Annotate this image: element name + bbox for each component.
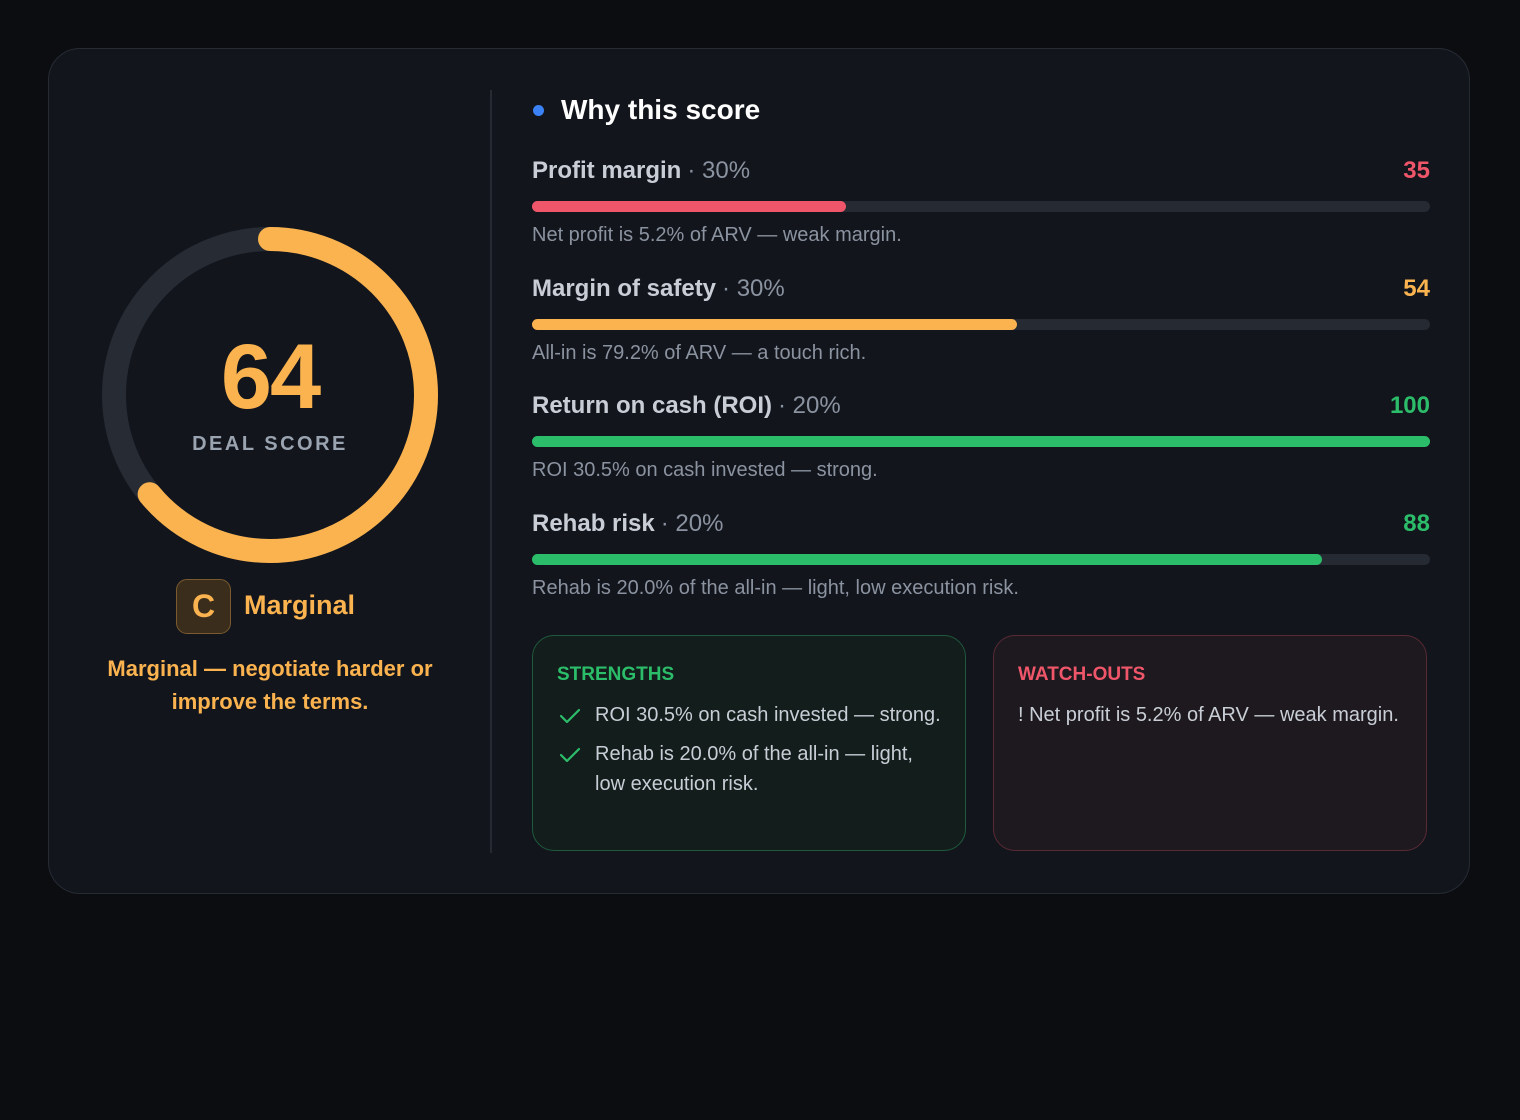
factor-score: 88: [1403, 509, 1430, 537]
factor-weight: · 30%: [687, 157, 751, 184]
bar-track: [532, 553, 1430, 565]
bar-track: [532, 436, 1430, 447]
factor-note: Net profit is 5.2% of ARV — weak margin.: [532, 224, 902, 246]
divider: [490, 90, 492, 853]
factor-label: Profit margin · 30%: [532, 157, 750, 185]
strengths-title: STRENGTHS: [557, 664, 675, 685]
grade-badge: C: [176, 579, 231, 634]
score-value: 64: [220, 326, 321, 428]
strength-item: ROI 30.5% on cash invested — strong.: [557, 700, 941, 730]
factor-name: Profit margin: [532, 157, 682, 184]
check-path: [559, 708, 581, 724]
factor-score: 54: [1403, 274, 1430, 302]
title-dot: [533, 105, 544, 116]
factor-score: 100: [1389, 392, 1430, 419]
bar-track: [532, 201, 1430, 212]
check-icon: [559, 747, 581, 763]
factor-score: 35: [1403, 157, 1430, 184]
check-path: [559, 747, 581, 763]
strength-item: Rehab is 20.0% of the all-in — light, lo…: [557, 739, 941, 799]
score-label: DEAL SCORE: [192, 433, 348, 455]
factor-weight: · 30%: [722, 274, 785, 302]
factor-note: All-in is 79.2% of ARV — a touch rich.: [532, 341, 867, 364]
watch-outs-title: WATCH-OUTS: [1018, 664, 1146, 685]
bar-track: [532, 318, 1430, 330]
factor-name: Margin of safety: [532, 274, 717, 302]
factor-name: Return on cash (ROI): [532, 392, 773, 419]
section-title: Why this score: [561, 94, 761, 125]
advice: Marginal — negotiate harder or improve t…: [107, 656, 433, 714]
bar-fill: [532, 553, 1323, 565]
factor-weight: · 20%: [660, 509, 724, 537]
bar-fill: [532, 318, 1017, 330]
factor-note: Rehab is 20.0% of the all-in — light, lo…: [532, 576, 1019, 599]
grade-name: Marginal: [244, 590, 356, 620]
factor-name: Rehab risk: [532, 509, 655, 537]
factor-note: ROI 30.5% on cash invested — strong.: [532, 459, 878, 481]
strengths-box: STRENGTHS ROI 30.5% on cash invested — s…: [532, 635, 966, 851]
factor-label: Return on cash (ROI) · 20%: [532, 392, 841, 420]
bar-fill: [532, 436, 1430, 447]
factor-label: Rehab risk · 20%: [532, 510, 723, 538]
factor-weight: · 20%: [778, 392, 841, 419]
gauge-arc: [102, 227, 438, 563]
strength-text: Rehab is 20.0% of the all-in — light, lo…: [595, 743, 913, 795]
bar-fill: [532, 201, 847, 212]
check-icon: [559, 708, 581, 724]
watch-out-item: ! Net profit is 5.2% of ARV — weak margi…: [1018, 704, 1399, 726]
strength-text: ROI 30.5% on cash invested — strong.: [595, 704, 941, 726]
factor-label: Margin of safety · 30%: [532, 275, 785, 303]
watch-outs-box: WATCH-OUTS ! Net profit is 5.2% of ARV —…: [993, 635, 1427, 851]
